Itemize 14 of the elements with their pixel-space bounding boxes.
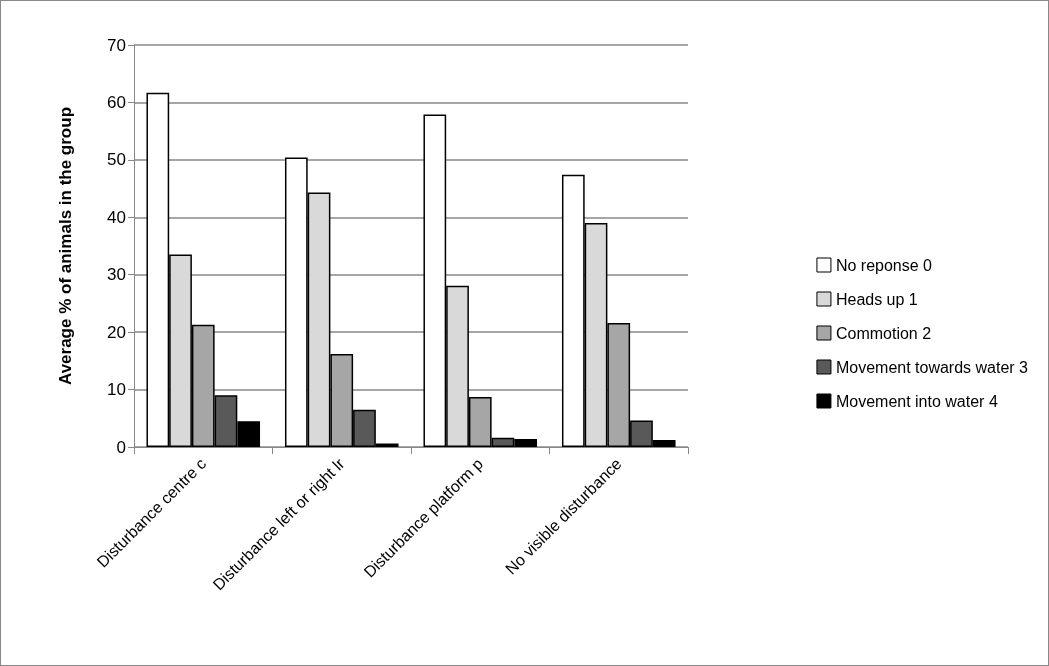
y-tick-label: 40 bbox=[107, 207, 126, 227]
y-tick-label: 10 bbox=[107, 380, 126, 400]
y-tick-label: 50 bbox=[107, 150, 126, 170]
legend-label: Commotion 2 bbox=[835, 324, 932, 342]
legend-label: Heads up 1 bbox=[835, 290, 918, 308]
y-axis-title: Average % of animals in the group bbox=[56, 106, 75, 386]
y-tick-label: 60 bbox=[107, 92, 126, 112]
y-tick-label: 70 bbox=[107, 35, 126, 55]
y-tick-label: 0 bbox=[116, 437, 126, 457]
legend-label: Movement towards water 3 bbox=[835, 358, 1029, 376]
legend-label: No reponse 0 bbox=[835, 256, 933, 274]
legend-label: Movement into water 4 bbox=[835, 392, 998, 410]
y-tick-label: 30 bbox=[107, 265, 126, 285]
y-tick-label: 20 bbox=[107, 322, 126, 342]
